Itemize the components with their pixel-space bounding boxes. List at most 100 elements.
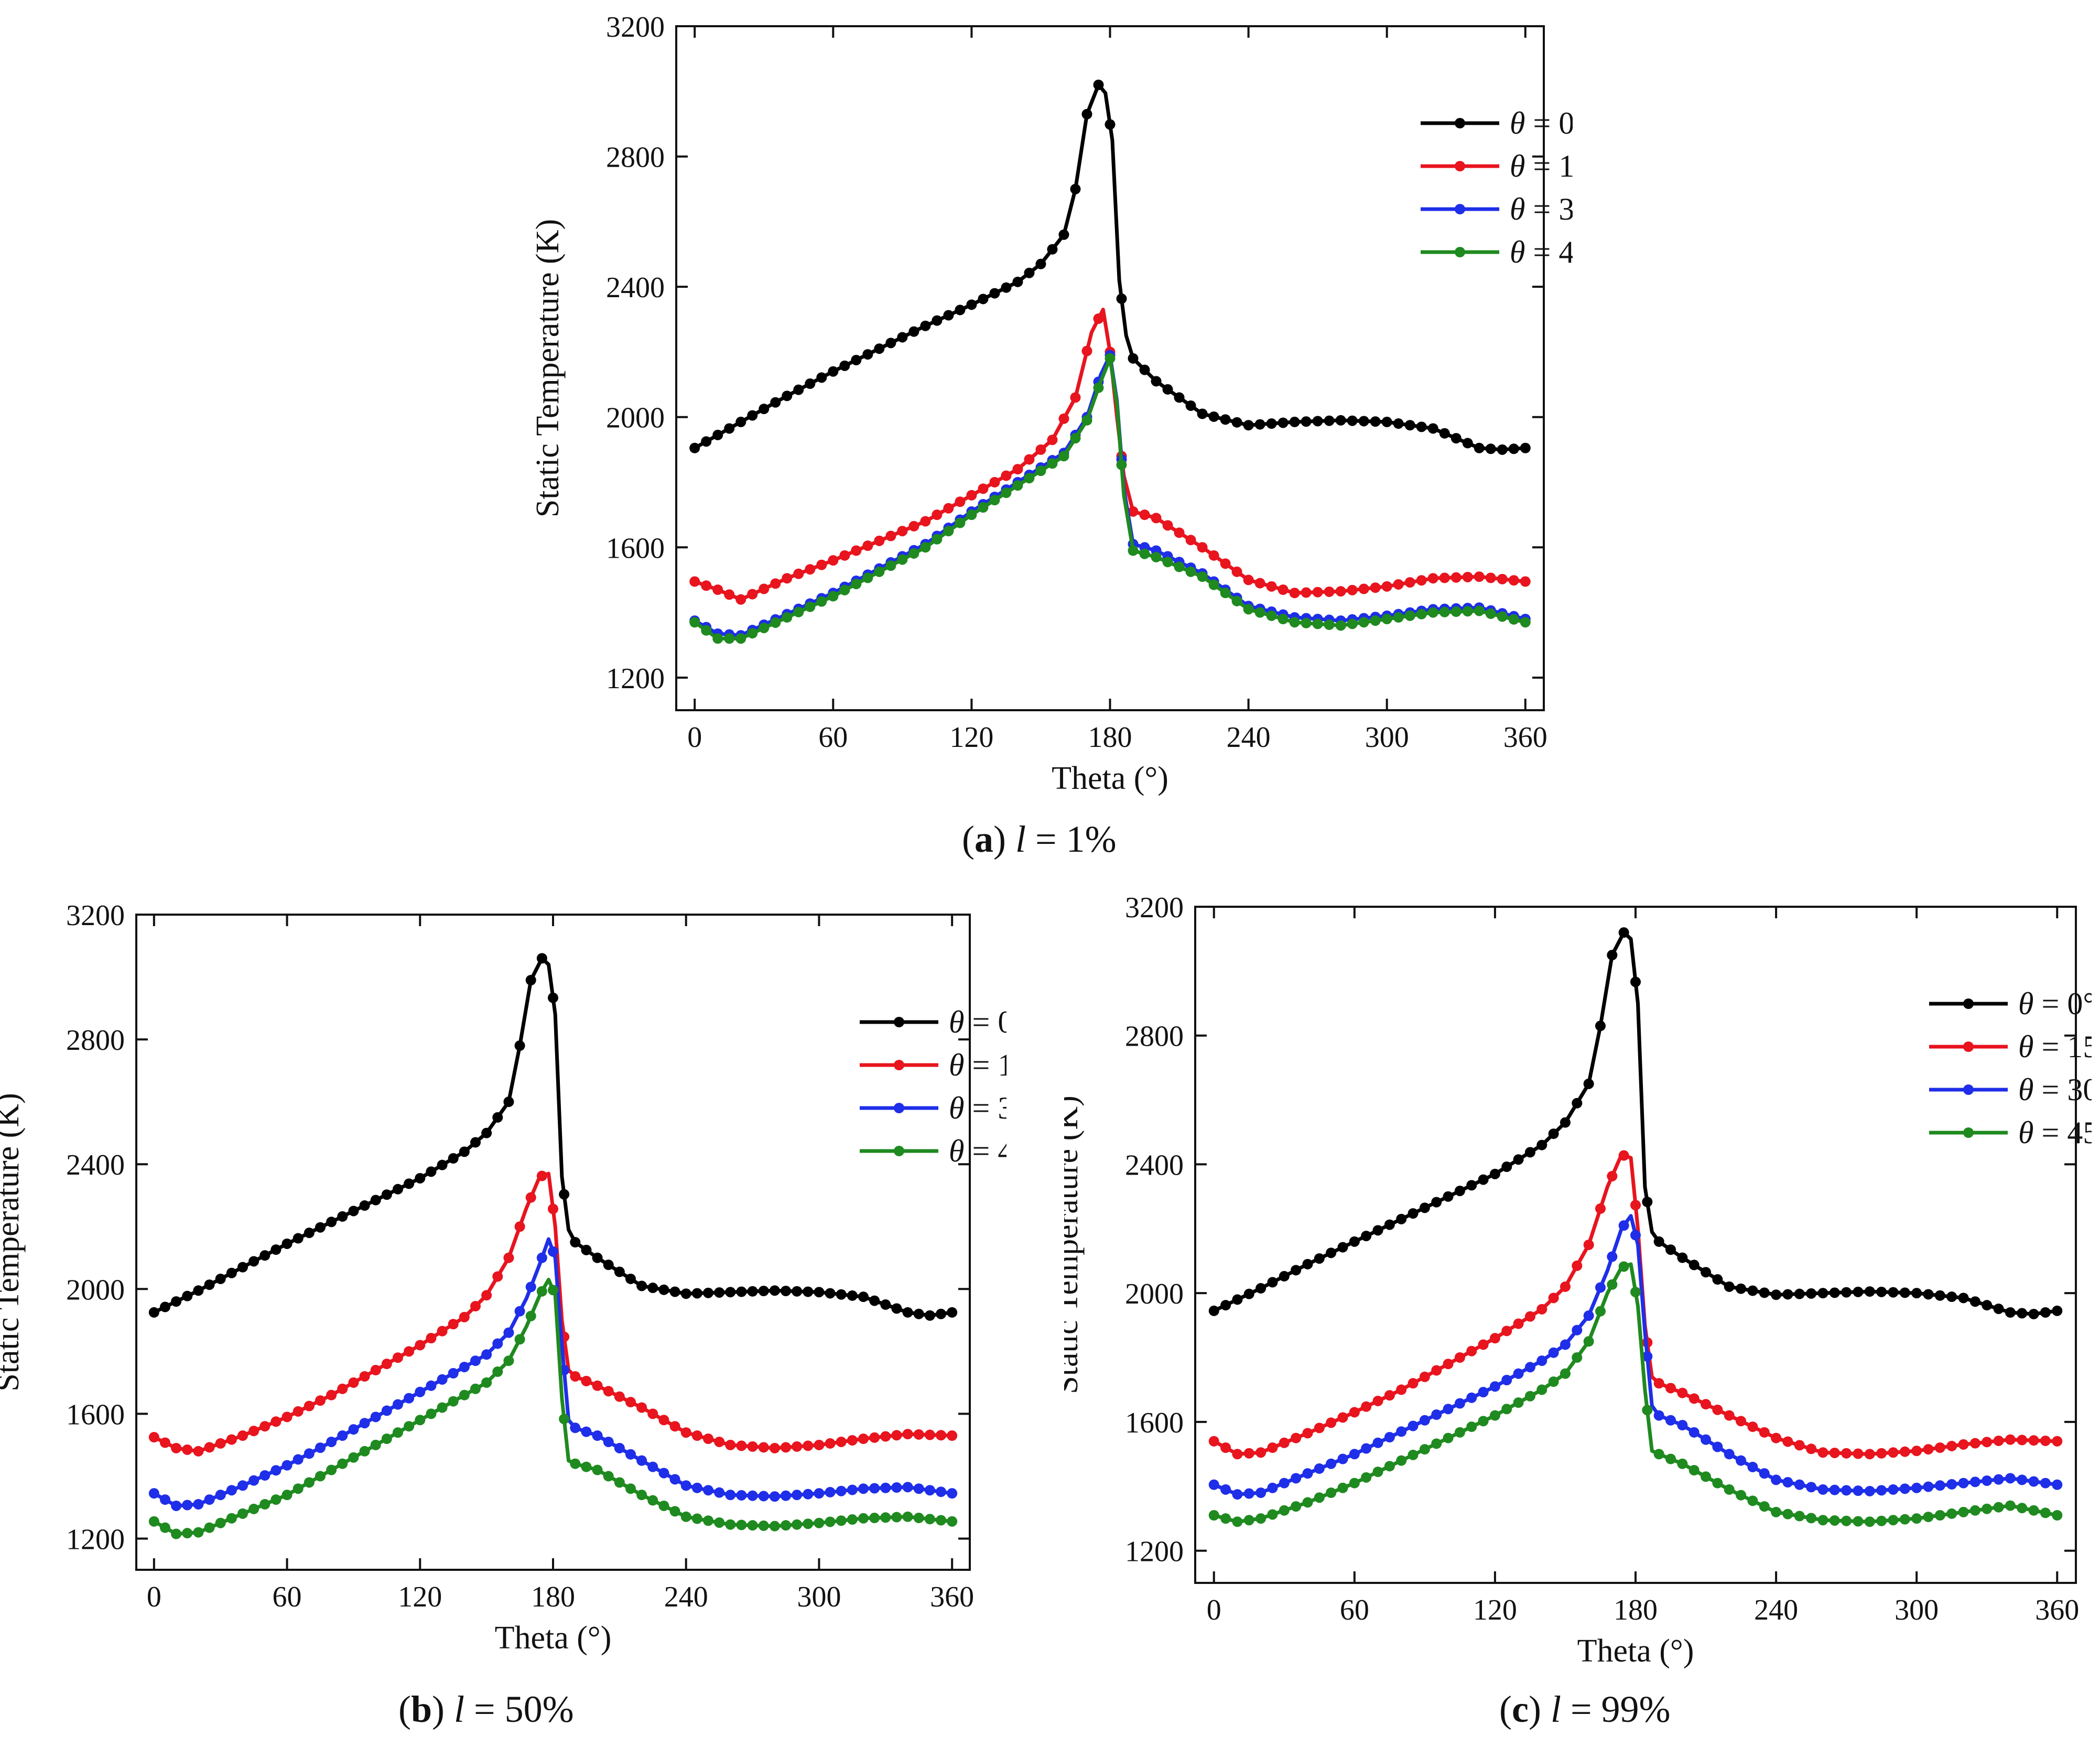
- data-point: [1513, 1154, 1524, 1165]
- data-point: [1197, 408, 1208, 419]
- data-point: [858, 1483, 869, 1494]
- x-tick-label: 300: [1895, 1594, 1939, 1626]
- y-tick-label: 2000: [1125, 1278, 1184, 1310]
- data-point: [1618, 927, 1629, 938]
- data-point: [1701, 1267, 1712, 1278]
- data-point: [1607, 1279, 1618, 1290]
- data-point: [215, 1273, 226, 1284]
- data-point: [1724, 1484, 1735, 1495]
- data-point: [920, 320, 931, 331]
- data-point: [1231, 566, 1242, 577]
- data-point: [315, 1442, 326, 1453]
- data-point: [1243, 420, 1254, 431]
- data-point: [1243, 574, 1254, 585]
- data-point: [1450, 572, 1462, 583]
- data-point: [1439, 606, 1450, 617]
- data-point: [1314, 1253, 1325, 1264]
- data-point: [581, 1461, 592, 1472]
- data-point: [1474, 571, 1485, 582]
- data-point: [370, 1195, 381, 1206]
- data-point: [1208, 1436, 1219, 1447]
- data-point: [636, 1402, 647, 1413]
- data-point: [947, 1516, 958, 1527]
- data-point: [171, 1528, 182, 1539]
- data-point: [337, 1383, 348, 1394]
- data-point: [701, 625, 712, 636]
- data-point: [1070, 392, 1081, 403]
- data-point: [1291, 1432, 1302, 1443]
- data-point: [669, 1286, 680, 1297]
- data-point: [869, 1432, 880, 1443]
- data-point: [955, 305, 966, 316]
- data-point: [1934, 1510, 1945, 1521]
- data-point: [2028, 1505, 2039, 1516]
- data-point: [614, 1391, 625, 1402]
- data-point: [1361, 1401, 1372, 1412]
- data-point: [1450, 606, 1462, 617]
- data-point: [803, 1286, 814, 1297]
- data-point: [851, 579, 862, 590]
- data-point: [758, 1442, 769, 1453]
- data-point: [1291, 1265, 1302, 1276]
- data-point: [1665, 1453, 1676, 1464]
- data-point: [459, 1311, 470, 1322]
- data-point: [204, 1279, 215, 1290]
- data-point: [1289, 617, 1300, 628]
- data-point: [862, 349, 873, 360]
- data-point: [1232, 1489, 1243, 1500]
- data-point: [847, 1484, 858, 1495]
- data-point: [781, 1442, 792, 1453]
- data-point: [1759, 1468, 1770, 1479]
- x-tick-label: 120: [398, 1581, 442, 1613]
- data-point: [839, 550, 850, 561]
- data-point: [1524, 1362, 1535, 1373]
- data-point: [1361, 1231, 1372, 1242]
- data-point: [2052, 1305, 2063, 1316]
- y-tick-label: 1200: [1125, 1536, 1184, 1568]
- data-point: [503, 1327, 514, 1338]
- data-point: [570, 1371, 581, 1382]
- data-point: [614, 1266, 625, 1277]
- data-point: [936, 1515, 947, 1526]
- data-point: [1724, 1449, 1735, 1460]
- y-tick-label: 1200: [606, 663, 665, 695]
- series-1: [148, 1170, 958, 1457]
- data-point: [1381, 614, 1392, 624]
- data-point: [1404, 610, 1415, 621]
- data-point: [769, 1285, 780, 1296]
- data-point: [1372, 1395, 1383, 1406]
- data-point: [315, 1222, 326, 1233]
- data-point: [1347, 415, 1358, 426]
- data-point: [825, 1516, 836, 1527]
- data-point: [1736, 1416, 1747, 1427]
- data-point: [1747, 1421, 1758, 1432]
- data-point: [1899, 1514, 1910, 1525]
- data-point: [1489, 1168, 1500, 1179]
- data-point: [1899, 1287, 1910, 1298]
- data-point: [536, 1170, 547, 1181]
- data-point: [636, 1490, 647, 1501]
- data-point: [782, 573, 793, 584]
- data-point: [1372, 1437, 1383, 1448]
- data-point: [337, 1458, 348, 1469]
- data-point: [1462, 606, 1473, 617]
- data-point: [625, 1273, 636, 1284]
- y-tick-label: 2800: [1125, 1020, 1184, 1053]
- data-point: [1302, 1468, 1313, 1479]
- data-point: [415, 1386, 426, 1397]
- data-point: [1899, 1446, 1910, 1457]
- data-point: [966, 509, 977, 520]
- data-point: [897, 554, 908, 565]
- data-point: [525, 1282, 536, 1293]
- data-point: [1326, 1458, 1337, 1469]
- data-point: [902, 1511, 913, 1522]
- data-point: [381, 1359, 392, 1370]
- data-point: [525, 975, 536, 985]
- data-point: [1993, 1435, 2004, 1446]
- data-point: [1876, 1448, 1887, 1459]
- data-point: [171, 1442, 182, 1453]
- data-point: [1701, 1434, 1712, 1445]
- data-point: [1520, 576, 1531, 587]
- data-point: [1081, 415, 1092, 426]
- x-tick-label: 120: [949, 721, 993, 754]
